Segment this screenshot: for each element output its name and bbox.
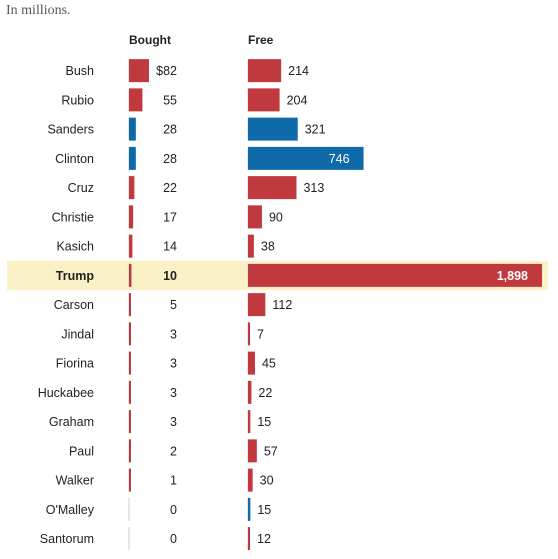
free-value-santorum: 12 [257,532,271,546]
bought-value-trump: 10 [163,269,177,283]
free-bar-clinton [248,146,364,170]
candidate-name-o-malley: O'Malley [46,503,95,517]
bought-bar-cruz [129,176,135,200]
candidate-name-walker: Walker [56,474,94,488]
free-value-jindal: 7 [257,327,264,341]
free-bar-carson [248,293,266,317]
bought-bar-bush [129,59,149,83]
bought-value-huckabee: 3 [170,386,177,400]
candidate-name-clinton: Clinton [55,152,94,166]
candidate-name-sanders: Sanders [47,123,94,137]
candidate-name-graham: Graham [49,415,94,429]
bought-value-cruz: 22 [163,181,177,195]
free-value-trump: 1,898 [497,269,528,283]
free-value-sanders: 321 [305,123,326,137]
candidate-name-carson: Carson [54,298,94,312]
free-value-graham: 15 [257,415,271,429]
units-note: In millions. [6,3,71,18]
bought-value-clinton: 28 [163,152,177,166]
free-bar-bush [248,59,282,83]
free-value-fiorina: 45 [262,357,276,371]
bought-bar-paul [129,439,131,463]
bought-column-header: Bought [129,33,171,47]
free-value-clinton: 746 [329,152,350,166]
bought-value-rubio: 55 [163,93,177,107]
bought-bar-kasich [129,234,133,258]
free-value-kasich: 38 [261,240,275,254]
bought-value-jindal: 3 [170,327,177,341]
bought-value-kasich: 14 [163,240,177,254]
free-value-carson: 112 [272,298,292,312]
free-value-christie: 90 [269,210,283,224]
free-bar-kasich [248,234,254,258]
free-bar-paul [248,439,257,463]
bought-value-carson: 5 [170,298,177,312]
bought-bar-graham [129,410,131,434]
candidate-name-santorum: Santorum [40,532,94,546]
free-bar-graham [248,410,251,434]
candidate-name-trump: Trump [56,269,95,283]
bought-bar-sanders [129,117,136,141]
free-value-o-malley: 15 [257,503,271,517]
free-bar-santorum [248,527,250,551]
bought-value-christie: 17 [163,210,177,224]
bought-bar-christie [129,205,134,229]
candidate-name-christie: Christie [52,210,94,224]
free-bar-jindal [248,322,250,346]
bought-value-fiorina: 3 [170,357,177,371]
candidate-name-kasich: Kasich [56,240,94,254]
free-bar-christie [248,205,262,229]
free-value-walker: 30 [260,474,274,488]
candidate-name-fiorina: Fiorina [56,357,94,371]
free-bar-rubio [248,88,280,112]
free-bar-trump [248,263,542,287]
bought-bar-clinton [129,146,136,170]
candidate-name-bush: Bush [66,64,95,78]
candidate-name-rubio: Rubio [61,93,94,107]
free-value-bush: 214 [288,64,309,78]
candidate-name-cruz: Cruz [68,181,94,195]
free-bar-huckabee [248,380,252,404]
bought-value-santorum: 0 [170,532,177,546]
free-value-rubio: 204 [287,93,308,107]
bought-bar-walker [129,468,131,492]
bought-bar-jindal [129,322,131,346]
bought-value-bush: $82 [156,64,177,78]
bought-bar-fiorina [129,351,131,375]
candidate-name-huckabee: Huckabee [38,386,94,400]
bought-bar-carson [129,293,131,317]
free-bar-sanders [248,117,298,141]
bought-bar-huckabee [129,380,131,404]
free-value-huckabee: 22 [258,386,272,400]
free-column-header: Free [248,33,274,47]
candidate-name-paul: Paul [69,444,94,458]
bought-bar-trump [129,263,132,287]
candidate-name-jindal: Jindal [61,327,94,341]
free-bar-o-malley [248,497,251,521]
free-value-cruz: 313 [303,181,324,195]
bought-value-graham: 3 [170,415,177,429]
bought-value-paul: 2 [170,444,177,458]
free-bar-walker [248,468,253,492]
free-bar-fiorina [248,351,255,375]
bought-value-sanders: 28 [163,123,177,137]
bought-value-o-malley: 0 [170,503,177,517]
bought-value-walker: 1 [170,474,177,488]
bought-bar-rubio [129,88,143,112]
free-value-paul: 57 [264,444,278,458]
free-bar-cruz [248,176,297,200]
